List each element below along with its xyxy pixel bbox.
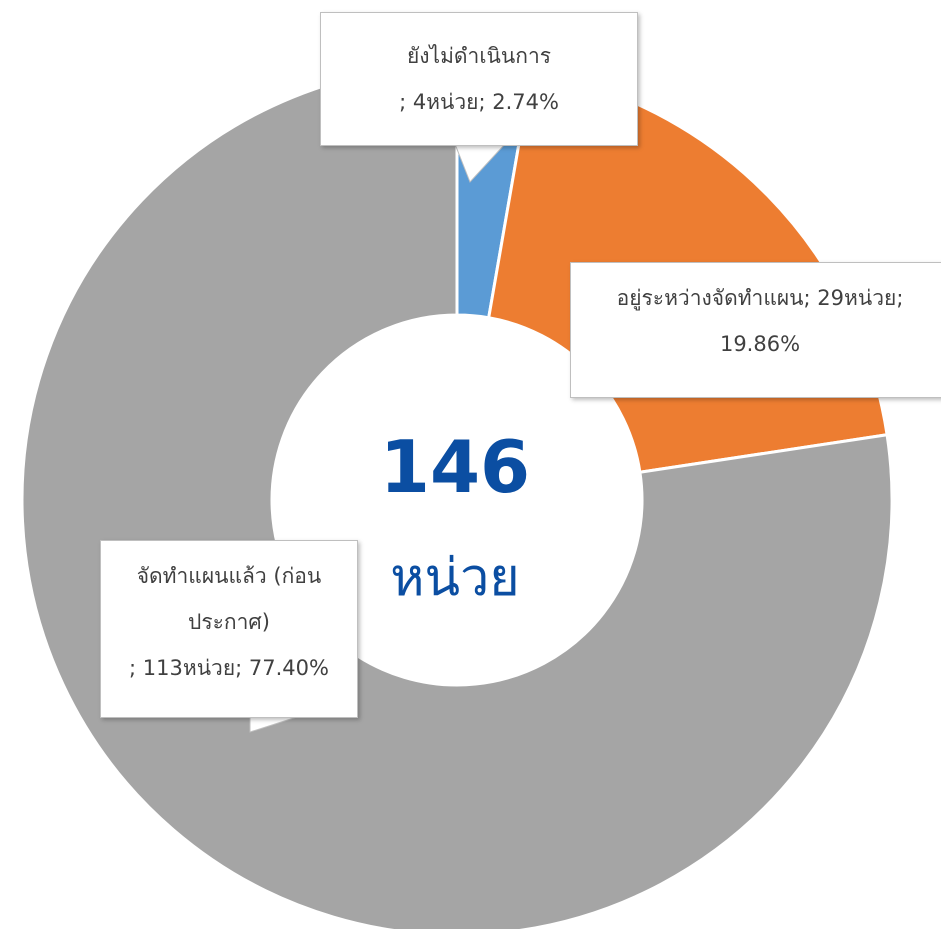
- total-label: หน่วย: [390, 548, 520, 608]
- data-label: อยู่ระหว่างจัดทำแผน; 29หน่วย; 19.86%: [570, 262, 941, 398]
- data-label: จัดทำแผนแล้ว (ก่อนประกาศ) ; 113หน่วย; 77.…: [100, 540, 358, 718]
- category-label: ยังไม่ดำเนินการ: [406, 44, 552, 68]
- category-label: อยู่ระหว่างจัดทำแผน: [616, 286, 804, 310]
- value-label: ; 29หน่วย; 19.86%: [719, 286, 904, 356]
- category-label: จัดทำแผนแล้ว (ก่อนประกาศ): [136, 564, 322, 634]
- value-label: ; 4หน่วย; 2.74%: [399, 90, 559, 114]
- data-label: ยังไม่ดำเนินการ ; 4หน่วย; 2.74%: [320, 12, 638, 146]
- total: 146: [379, 425, 531, 509]
- value-label: ; 113หน่วย; 77.40%: [129, 656, 329, 680]
